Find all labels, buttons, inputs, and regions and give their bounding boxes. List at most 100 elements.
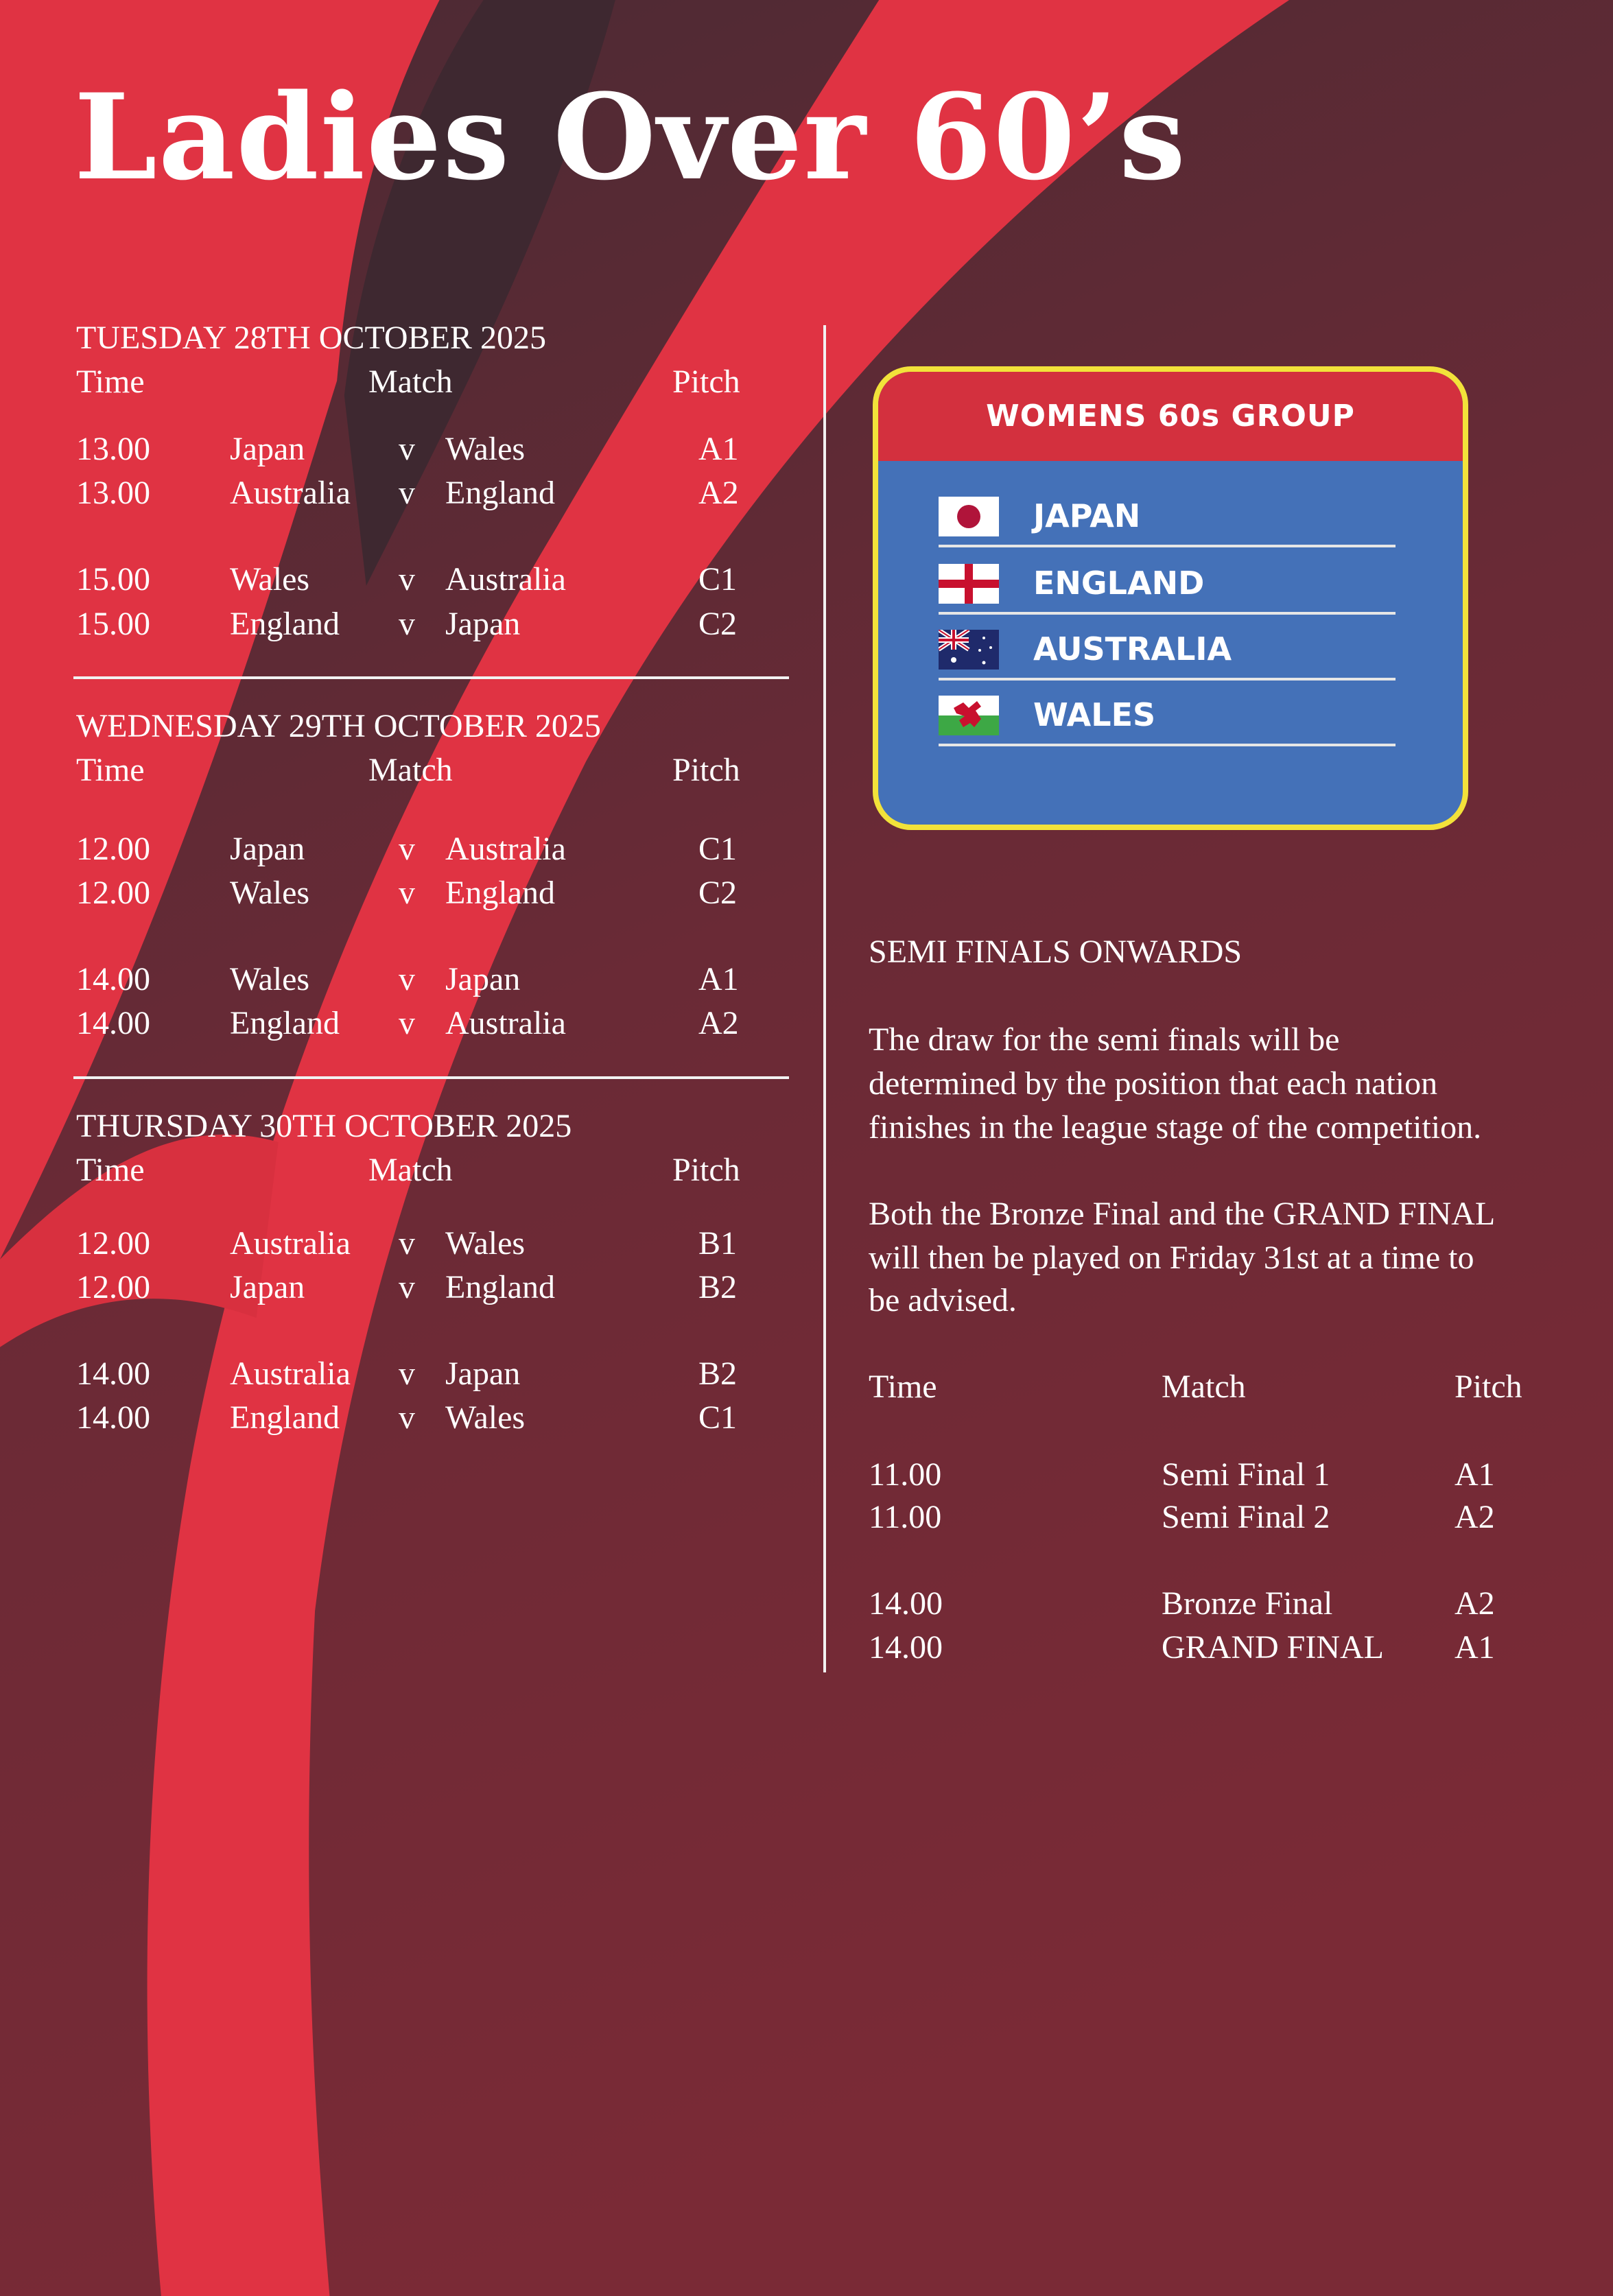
team-name: AUSTRALIA [1033, 630, 1232, 667]
finals-heading: SEMI FINALS ONWARDS [869, 934, 1243, 970]
row-divider [939, 612, 1396, 615]
australia-flag-icon [937, 628, 999, 670]
day-divider [73, 676, 789, 679]
match-time: 14.00 [76, 1399, 150, 1436]
match-home-team: Australia [230, 475, 351, 511]
match-pitch: C2 [698, 606, 738, 642]
final-match: GRAND FINAL [1162, 1629, 1384, 1666]
final-pitch: A1 [1455, 1629, 1495, 1666]
match-home-team: Japan [230, 1269, 305, 1305]
finals-paragraph-line: Both the Bronze Final and the GRAND FINA… [869, 1196, 1496, 1232]
match-time: 13.00 [76, 431, 150, 467]
team-name: JAPAN [1033, 497, 1141, 534]
header-pitch: Pitch [672, 364, 740, 400]
final-match: Semi Final 2 [1162, 1499, 1330, 1535]
column-divider [823, 325, 826, 1672]
final-time: 14.00 [869, 1585, 943, 1622]
match-away-team: Japan [445, 1356, 521, 1392]
match-versus: v [399, 831, 415, 867]
match-home-team: Australia [230, 1356, 351, 1392]
row-divider [939, 678, 1396, 680]
match-versus: v [399, 1399, 415, 1436]
finals-paragraph-line: finishes in the league stage of the comp… [869, 1109, 1482, 1146]
header-pitch: Pitch [672, 752, 740, 788]
match-versus: v [399, 961, 415, 997]
match-versus: v [399, 1005, 415, 1041]
finals-paragraph-line: The draw for the semi finals will be [869, 1021, 1340, 1058]
match-away-team: England [445, 875, 555, 911]
final-pitch: A2 [1455, 1499, 1495, 1535]
group-box: WOMENS 60s GROUP JAPAN ENGLAND AUSTRALIA WA… [873, 366, 1468, 830]
match-home-team: Wales [230, 875, 310, 911]
match-away-team: Wales [445, 1225, 526, 1262]
row-divider [939, 744, 1396, 746]
match-time: 15.00 [76, 606, 150, 642]
header-match: Match [368, 752, 453, 788]
match-time: 12.00 [76, 831, 150, 867]
match-versus: v [399, 1225, 415, 1262]
match-pitch: C2 [698, 875, 738, 911]
match-pitch: C1 [698, 1399, 738, 1436]
finals-paragraph-line: be advised. [869, 1282, 1017, 1318]
header-match: Match [368, 1152, 453, 1188]
match-pitch: A2 [698, 475, 739, 511]
match-time: 12.00 [76, 1269, 150, 1305]
day-heading: WEDNESDAY 29TH OCTOBER 2025 [76, 708, 601, 744]
finals-paragraph-line: determined by the position that each nat… [869, 1065, 1438, 1102]
group-team-row: JAPAN [939, 482, 1396, 547]
team-name: ENGLAND [1033, 565, 1205, 602]
finals-paragraph-line: will then be played on Friday 31st at a … [869, 1240, 1474, 1276]
match-time: 13.00 [76, 475, 150, 511]
day-heading: TUESDAY 28TH OCTOBER 2025 [76, 320, 546, 356]
match-time: 12.00 [76, 1225, 150, 1262]
match-versus: v [399, 561, 415, 597]
match-pitch: A1 [698, 431, 739, 467]
england-flag-icon [939, 564, 999, 604]
day-heading: THURSDAY 30TH OCTOBER 2025 [76, 1108, 572, 1144]
match-versus: v [399, 431, 415, 467]
match-versus: v [399, 1269, 415, 1305]
header-pitch: Pitch [1455, 1369, 1522, 1405]
match-time: 14.00 [76, 1005, 150, 1041]
match-time: 14.00 [76, 961, 150, 997]
match-pitch: B1 [698, 1225, 738, 1262]
match-pitch: B2 [698, 1269, 738, 1305]
header-time: Time [76, 752, 145, 788]
final-pitch: A2 [1455, 1585, 1495, 1622]
match-home-team: Wales [230, 961, 310, 997]
group-team-row: AUSTRALIA [937, 615, 1396, 680]
header-time: Time [869, 1369, 937, 1405]
final-pitch: A1 [1455, 1456, 1495, 1493]
final-match: Semi Final 1 [1162, 1456, 1330, 1493]
match-versus: v [399, 1356, 415, 1392]
match-away-team: Australia [445, 831, 566, 867]
match-away-team: England [445, 475, 555, 511]
match-away-team: Australia [445, 561, 566, 597]
match-time: 14.00 [76, 1356, 150, 1392]
header-match: Match [368, 364, 453, 400]
match-pitch: A1 [698, 961, 739, 997]
group-team-row: WALES [939, 680, 1396, 746]
match-away-team: Wales [445, 431, 526, 467]
header-match: Match [1162, 1369, 1246, 1405]
match-home-team: Japan [230, 431, 305, 467]
match-away-team: Wales [445, 1399, 526, 1436]
match-away-team: England [445, 1269, 555, 1305]
match-versus: v [399, 606, 415, 642]
header-pitch: Pitch [672, 1152, 740, 1188]
match-home-team: Wales [230, 561, 310, 597]
final-match: Bronze Final [1162, 1585, 1333, 1622]
final-time: 11.00 [869, 1499, 942, 1535]
match-pitch: C1 [698, 831, 738, 867]
day-divider [73, 1076, 789, 1079]
match-away-team: Japan [445, 606, 521, 642]
team-name: WALES [1033, 696, 1156, 733]
header-time: Time [76, 1152, 145, 1188]
final-time: 11.00 [869, 1456, 942, 1493]
match-home-team: England [230, 606, 340, 642]
match-away-team: Australia [445, 1005, 566, 1041]
wales-flag-icon [939, 696, 999, 735]
final-time: 14.00 [869, 1629, 943, 1666]
match-time: 12.00 [76, 875, 150, 911]
match-home-team: England [230, 1005, 340, 1041]
